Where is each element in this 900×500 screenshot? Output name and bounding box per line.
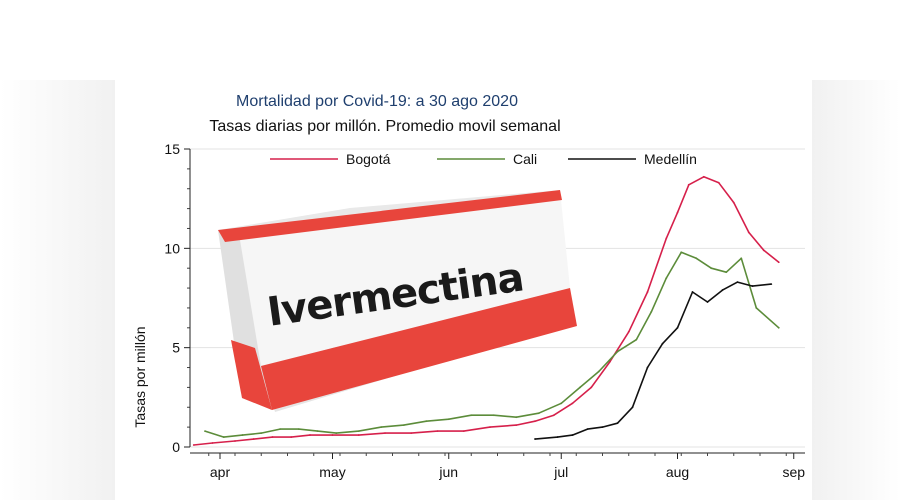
data-point	[597, 370, 600, 373]
data-point	[590, 386, 593, 389]
data-point	[646, 366, 649, 369]
data-point	[357, 430, 360, 433]
data-point	[290, 436, 293, 438]
data-point	[515, 424, 518, 427]
data-point	[695, 257, 698, 260]
data-point	[732, 201, 735, 204]
data-point	[646, 291, 649, 293]
data-point	[241, 434, 244, 436]
y-tick-label: 0	[172, 439, 180, 455]
data-point	[755, 307, 758, 309]
data-point	[665, 237, 668, 240]
data-point	[489, 426, 491, 429]
data-point	[725, 271, 728, 274]
data-point	[260, 432, 263, 434]
line-chart: Mortalidad por Covid-19: a 30 ago 2020 T…	[132, 93, 805, 480]
data-point	[627, 330, 630, 333]
y-tick-label: 5	[172, 340, 180, 356]
data-point	[316, 430, 319, 433]
data-point	[384, 432, 386, 434]
data-point	[721, 289, 724, 291]
data-point	[770, 283, 773, 285]
data-point	[680, 251, 683, 254]
data-point	[380, 426, 383, 429]
data-point	[470, 414, 473, 417]
data-point	[736, 281, 739, 284]
data-point	[309, 434, 311, 436]
data-point	[661, 342, 664, 345]
data-point	[710, 267, 713, 270]
data-point	[601, 426, 604, 429]
data-point	[676, 326, 679, 329]
legend-label: Cali	[513, 151, 537, 167]
data-point	[702, 175, 705, 178]
ivermectin-box-image: Ivermectina	[218, 190, 577, 412]
data-point	[571, 434, 574, 436]
data-point	[740, 257, 743, 260]
data-point	[676, 211, 679, 214]
data-point	[635, 338, 638, 341]
data-point	[515, 416, 518, 419]
data-point	[436, 430, 439, 433]
chart-title: Mortalidad por Covid-19: a 30 ago 2020	[236, 93, 518, 110]
data-point	[762, 249, 765, 252]
x-tick-label: aug	[666, 464, 689, 480]
data-point	[297, 428, 300, 431]
data-point	[534, 420, 536, 423]
data-point	[751, 285, 754, 287]
data-point	[552, 414, 555, 417]
data-point	[616, 422, 619, 425]
x-tick-label: may	[319, 464, 345, 480]
data-point	[234, 440, 236, 442]
legend-label: Bogotá	[346, 151, 391, 167]
right-margin-shade	[812, 80, 900, 500]
data-point	[579, 386, 581, 389]
data-point	[691, 291, 694, 293]
y-axis-label: Tasas por millón	[132, 326, 148, 427]
data-point	[706, 301, 709, 303]
x-tick-label: apr	[210, 464, 231, 480]
data-point	[425, 420, 428, 423]
x-tick-label: sep	[782, 464, 805, 480]
data-point	[211, 442, 214, 444]
left-margin-shade	[0, 80, 115, 500]
data-point	[616, 350, 619, 353]
chart-subtitle: Tasas diarias por millón. Promedio movil…	[209, 118, 560, 135]
x-tick-label: jun	[438, 464, 458, 480]
data-point	[447, 418, 450, 421]
data-point	[410, 432, 413, 434]
data-point	[665, 277, 668, 280]
series-line-medelln	[534, 281, 772, 440]
data-point	[717, 181, 720, 184]
data-point	[335, 432, 338, 434]
data-point	[192, 444, 195, 446]
data-point	[204, 430, 206, 433]
data-point	[556, 436, 559, 438]
data-point	[560, 402, 563, 405]
data-point	[222, 436, 225, 438]
data-point	[534, 438, 536, 440]
data-point	[279, 428, 281, 431]
data-point	[331, 434, 334, 436]
x-tick-label: jul	[553, 464, 568, 480]
y-tick-label: 15	[164, 141, 180, 157]
data-point	[777, 261, 780, 264]
data-point	[402, 424, 405, 427]
data-point	[777, 326, 780, 329]
data-point	[357, 434, 360, 436]
data-point	[650, 311, 653, 313]
data-point	[271, 436, 274, 438]
data-point	[492, 414, 495, 417]
data-point	[252, 438, 255, 440]
data-point	[631, 406, 634, 409]
data-point	[537, 412, 540, 415]
chart-card: Mortalidad por Covid-19: a 30 ago 2020 T…	[115, 80, 812, 500]
y-tick-label: 10	[164, 240, 180, 256]
data-point	[462, 430, 465, 433]
data-point	[571, 402, 574, 405]
legend-label: Medellín	[644, 151, 697, 167]
data-point	[687, 183, 690, 186]
data-point	[747, 231, 750, 234]
data-point	[586, 428, 589, 431]
